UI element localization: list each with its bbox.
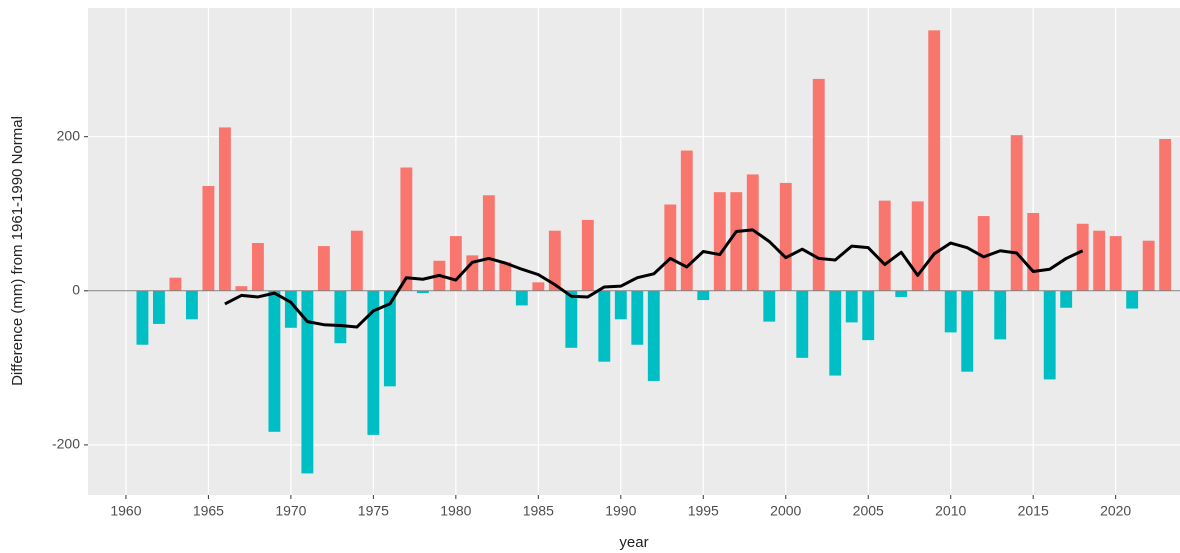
bar [1076,223,1089,291]
bar [152,290,165,324]
bar [1010,135,1023,291]
bar [845,290,858,323]
bar [515,290,528,306]
bar [713,192,726,291]
bar [763,290,776,322]
bar [1027,212,1040,291]
bar [746,174,759,291]
bar [895,290,908,297]
bar [1159,138,1172,291]
x-tick-label: 1960 [110,503,141,519]
bar [730,192,743,291]
bar [779,182,792,291]
bar [1060,290,1073,308]
bar [647,290,660,381]
bar [499,262,512,291]
bar [614,290,627,320]
bar [136,290,149,345]
bar [812,78,825,291]
bar [350,230,363,291]
bar [416,290,429,294]
y-tick-label: 200 [57,127,81,143]
bar [383,290,396,387]
bar [218,127,231,291]
bar [169,277,182,291]
x-tick-label: 1975 [358,503,389,519]
bar [664,204,677,291]
x-tick-label: 1980 [440,503,471,519]
bar [185,290,198,320]
y-tick-label: -200 [52,436,80,452]
bar [251,243,264,291]
bar [202,186,215,291]
bar [862,290,875,341]
bar [449,236,462,291]
bar [829,290,842,376]
bar [400,167,413,291]
x-axis-title: year [619,534,648,551]
bar [317,246,330,291]
x-tick-label: 2010 [935,503,966,519]
x-tick-label: 1965 [193,503,224,519]
bar [1109,236,1122,291]
x-tick-label: 2015 [1018,503,1049,519]
bar [548,230,561,291]
x-tick-label: 2005 [853,503,884,519]
bar [1126,290,1139,309]
trend-line [224,228,1084,329]
bar [235,286,248,291]
bar [1142,240,1155,291]
bar [598,290,611,362]
bar [268,290,281,432]
bar [284,290,297,328]
bar [367,290,380,435]
bar [301,290,314,474]
bar [977,216,990,291]
bar [565,290,578,348]
bar [482,195,495,291]
bar [532,282,545,291]
bar [581,219,594,291]
bar [878,200,891,291]
bar [334,290,347,344]
y-tick-label: 0 [72,282,80,298]
bar [961,290,974,372]
bar [1043,290,1056,380]
y-axis-title: Difference (mm) from 1961-1990 Normal [9,116,26,386]
x-tick-label: 1970 [275,503,306,519]
bar [796,290,809,358]
x-tick-label: 2020 [1100,503,1131,519]
x-tick-label: 1995 [688,503,719,519]
x-tick-label: 1985 [523,503,554,519]
bar [697,290,710,301]
bar [1093,230,1106,291]
bar [944,290,957,333]
bar [631,290,644,345]
x-tick-label: 2000 [770,503,801,519]
bar [911,201,924,291]
bar [994,290,1007,340]
x-tick-label: 1990 [605,503,636,519]
bar [680,150,693,291]
bar [466,255,479,291]
bar [928,30,941,291]
